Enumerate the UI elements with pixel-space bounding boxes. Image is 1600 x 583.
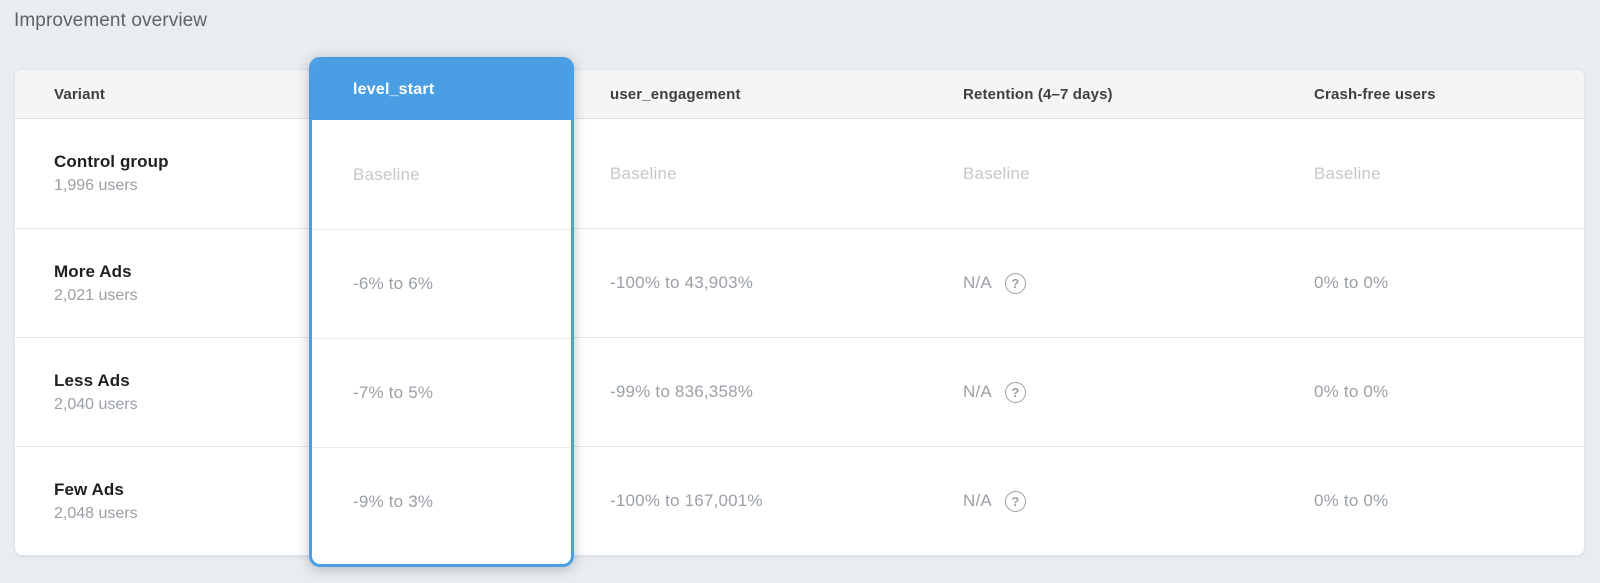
- page-title: Improvement overview: [14, 10, 208, 31]
- crash-free-cell: Baseline: [1314, 163, 1381, 183]
- retention-value: N/A: [963, 382, 992, 401]
- table-row-more-ads: More Ads 2,021 users -100% to 43,903% N/…: [15, 228, 1584, 337]
- retention-value: N/A: [963, 273, 992, 292]
- variant-cell: Less Ads 2,040 users: [15, 371, 309, 414]
- user-engagement-cell: -100% to 167,001%: [610, 491, 763, 510]
- retention-cell: Baseline: [963, 163, 1030, 183]
- variant-name: Less Ads: [54, 370, 130, 390]
- retention-cell: N/A ?: [926, 381, 1281, 403]
- level-start-cell-less-ads: -7% to 5%: [312, 338, 571, 447]
- retention-cell: N/A ?: [926, 490, 1281, 512]
- help-icon[interactable]: ?: [1004, 381, 1026, 403]
- variant-users: 2,048 users: [54, 504, 138, 522]
- variant-cell: Control group 1,996 users: [15, 152, 309, 195]
- crash-free-cell: 0% to 0%: [1314, 382, 1389, 401]
- level-start-cell-more-ads: -6% to 6%: [312, 229, 571, 338]
- variant-users: 1,996 users: [54, 177, 138, 194]
- variant-cell: More Ads 2,021 users: [15, 262, 309, 305]
- help-icon[interactable]: ?: [1004, 272, 1026, 294]
- retention-value: N/A: [963, 491, 992, 510]
- crash-free-cell: 0% to 0%: [1314, 491, 1389, 510]
- table-row-less-ads: Less Ads 2,040 users -99% to 836,358% N/…: [15, 337, 1584, 446]
- variant-name: More Ads: [54, 261, 132, 281]
- column-header-retention[interactable]: Retention (4–7 days): [963, 85, 1113, 103]
- help-icon[interactable]: ?: [1004, 490, 1026, 512]
- variant-users: 2,021 users: [54, 286, 138, 304]
- user-engagement-cell: -99% to 836,358%: [610, 382, 754, 401]
- user-engagement-cell: -100% to 43,903%: [610, 273, 754, 292]
- table-row-few-ads: Few Ads 2,048 users -100% to 167,001% N/…: [15, 446, 1584, 555]
- variant-users: 2,040 users: [54, 395, 138, 413]
- level-start-cell-few-ads: -9% to 3%: [312, 447, 571, 556]
- variant-name: Control group: [54, 152, 169, 171]
- table-row-control-group: Control group 1,996 users Baseline Basel…: [15, 119, 1584, 228]
- column-header-crash-free[interactable]: Crash-free users: [1314, 85, 1436, 103]
- column-header-user-engagement[interactable]: user_engagement: [610, 85, 741, 103]
- results-table: Variant user_engagement Retention (4–7 d…: [14, 57, 1585, 567]
- user-engagement-cell: Baseline: [610, 163, 677, 183]
- retention-cell: N/A ?: [926, 272, 1281, 294]
- selected-metric-column: level_start Baseline -6% to 6% -7% to 5%…: [309, 57, 574, 567]
- crash-free-cell: 0% to 0%: [1314, 273, 1389, 292]
- variant-name: Few Ads: [54, 479, 124, 499]
- level-start-cell-control-group: Baseline: [353, 164, 420, 184]
- tab-level-start[interactable]: level_start: [312, 60, 571, 120]
- table-header-row: Variant user_engagement Retention (4–7 d…: [15, 70, 1584, 119]
- variant-cell: Few Ads 2,048 users: [15, 480, 309, 523]
- column-header-variant: Variant: [54, 85, 106, 103]
